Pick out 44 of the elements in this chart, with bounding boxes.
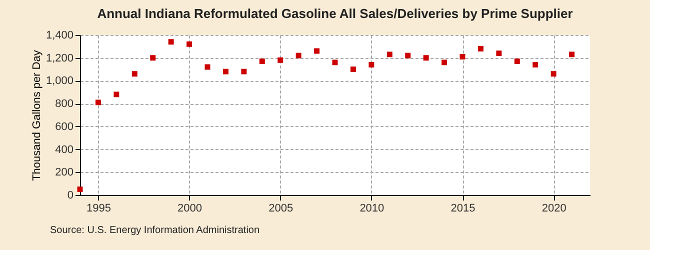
point [259,58,265,64]
point [350,66,356,72]
point [95,100,101,106]
point [77,186,83,192]
point [241,68,247,74]
point [442,60,448,66]
x-tick-label: 2010 [360,202,384,214]
point [478,46,484,52]
chart-title: Annual Indiana Reformulated Gasoline All Sales/Deliveries by Prime Supplier [97,6,573,21]
point [168,39,174,45]
y-tick-label: 800 [55,98,74,110]
point [114,92,120,98]
point [550,71,556,77]
x-tick-label: 1995 [86,202,111,214]
point [514,58,520,64]
point [296,52,302,58]
point [368,62,374,68]
y-tick-label: 0 [67,190,74,202]
y-tick-label: 200 [55,166,74,179]
point [150,55,156,61]
x-tick-label: 2000 [178,202,202,214]
x-tick-label: 2005 [268,202,294,214]
y-tick-label: 600 [55,120,74,133]
point [460,54,466,60]
point [569,52,575,58]
point [314,48,320,54]
point [405,52,411,58]
point [186,41,192,47]
point [278,57,284,63]
point [222,68,228,74]
source-note: Source: U.S. Energy Information Administration [50,225,260,236]
y-tick-label: 1,200 [46,52,74,64]
point [423,55,429,61]
point [332,60,338,66]
point [386,52,392,58]
y-tick-label: 1,400 [46,30,74,42]
y-tick-label: 1,000 [46,75,74,88]
x-tick-label: 2015 [450,202,476,214]
x-tick-label: 2020 [542,202,566,214]
y-axis-title: Thousand Gallons per Day [30,50,43,181]
y-tick-label: 400 [55,144,74,156]
point [496,50,502,56]
point [532,62,538,68]
point [132,71,138,77]
